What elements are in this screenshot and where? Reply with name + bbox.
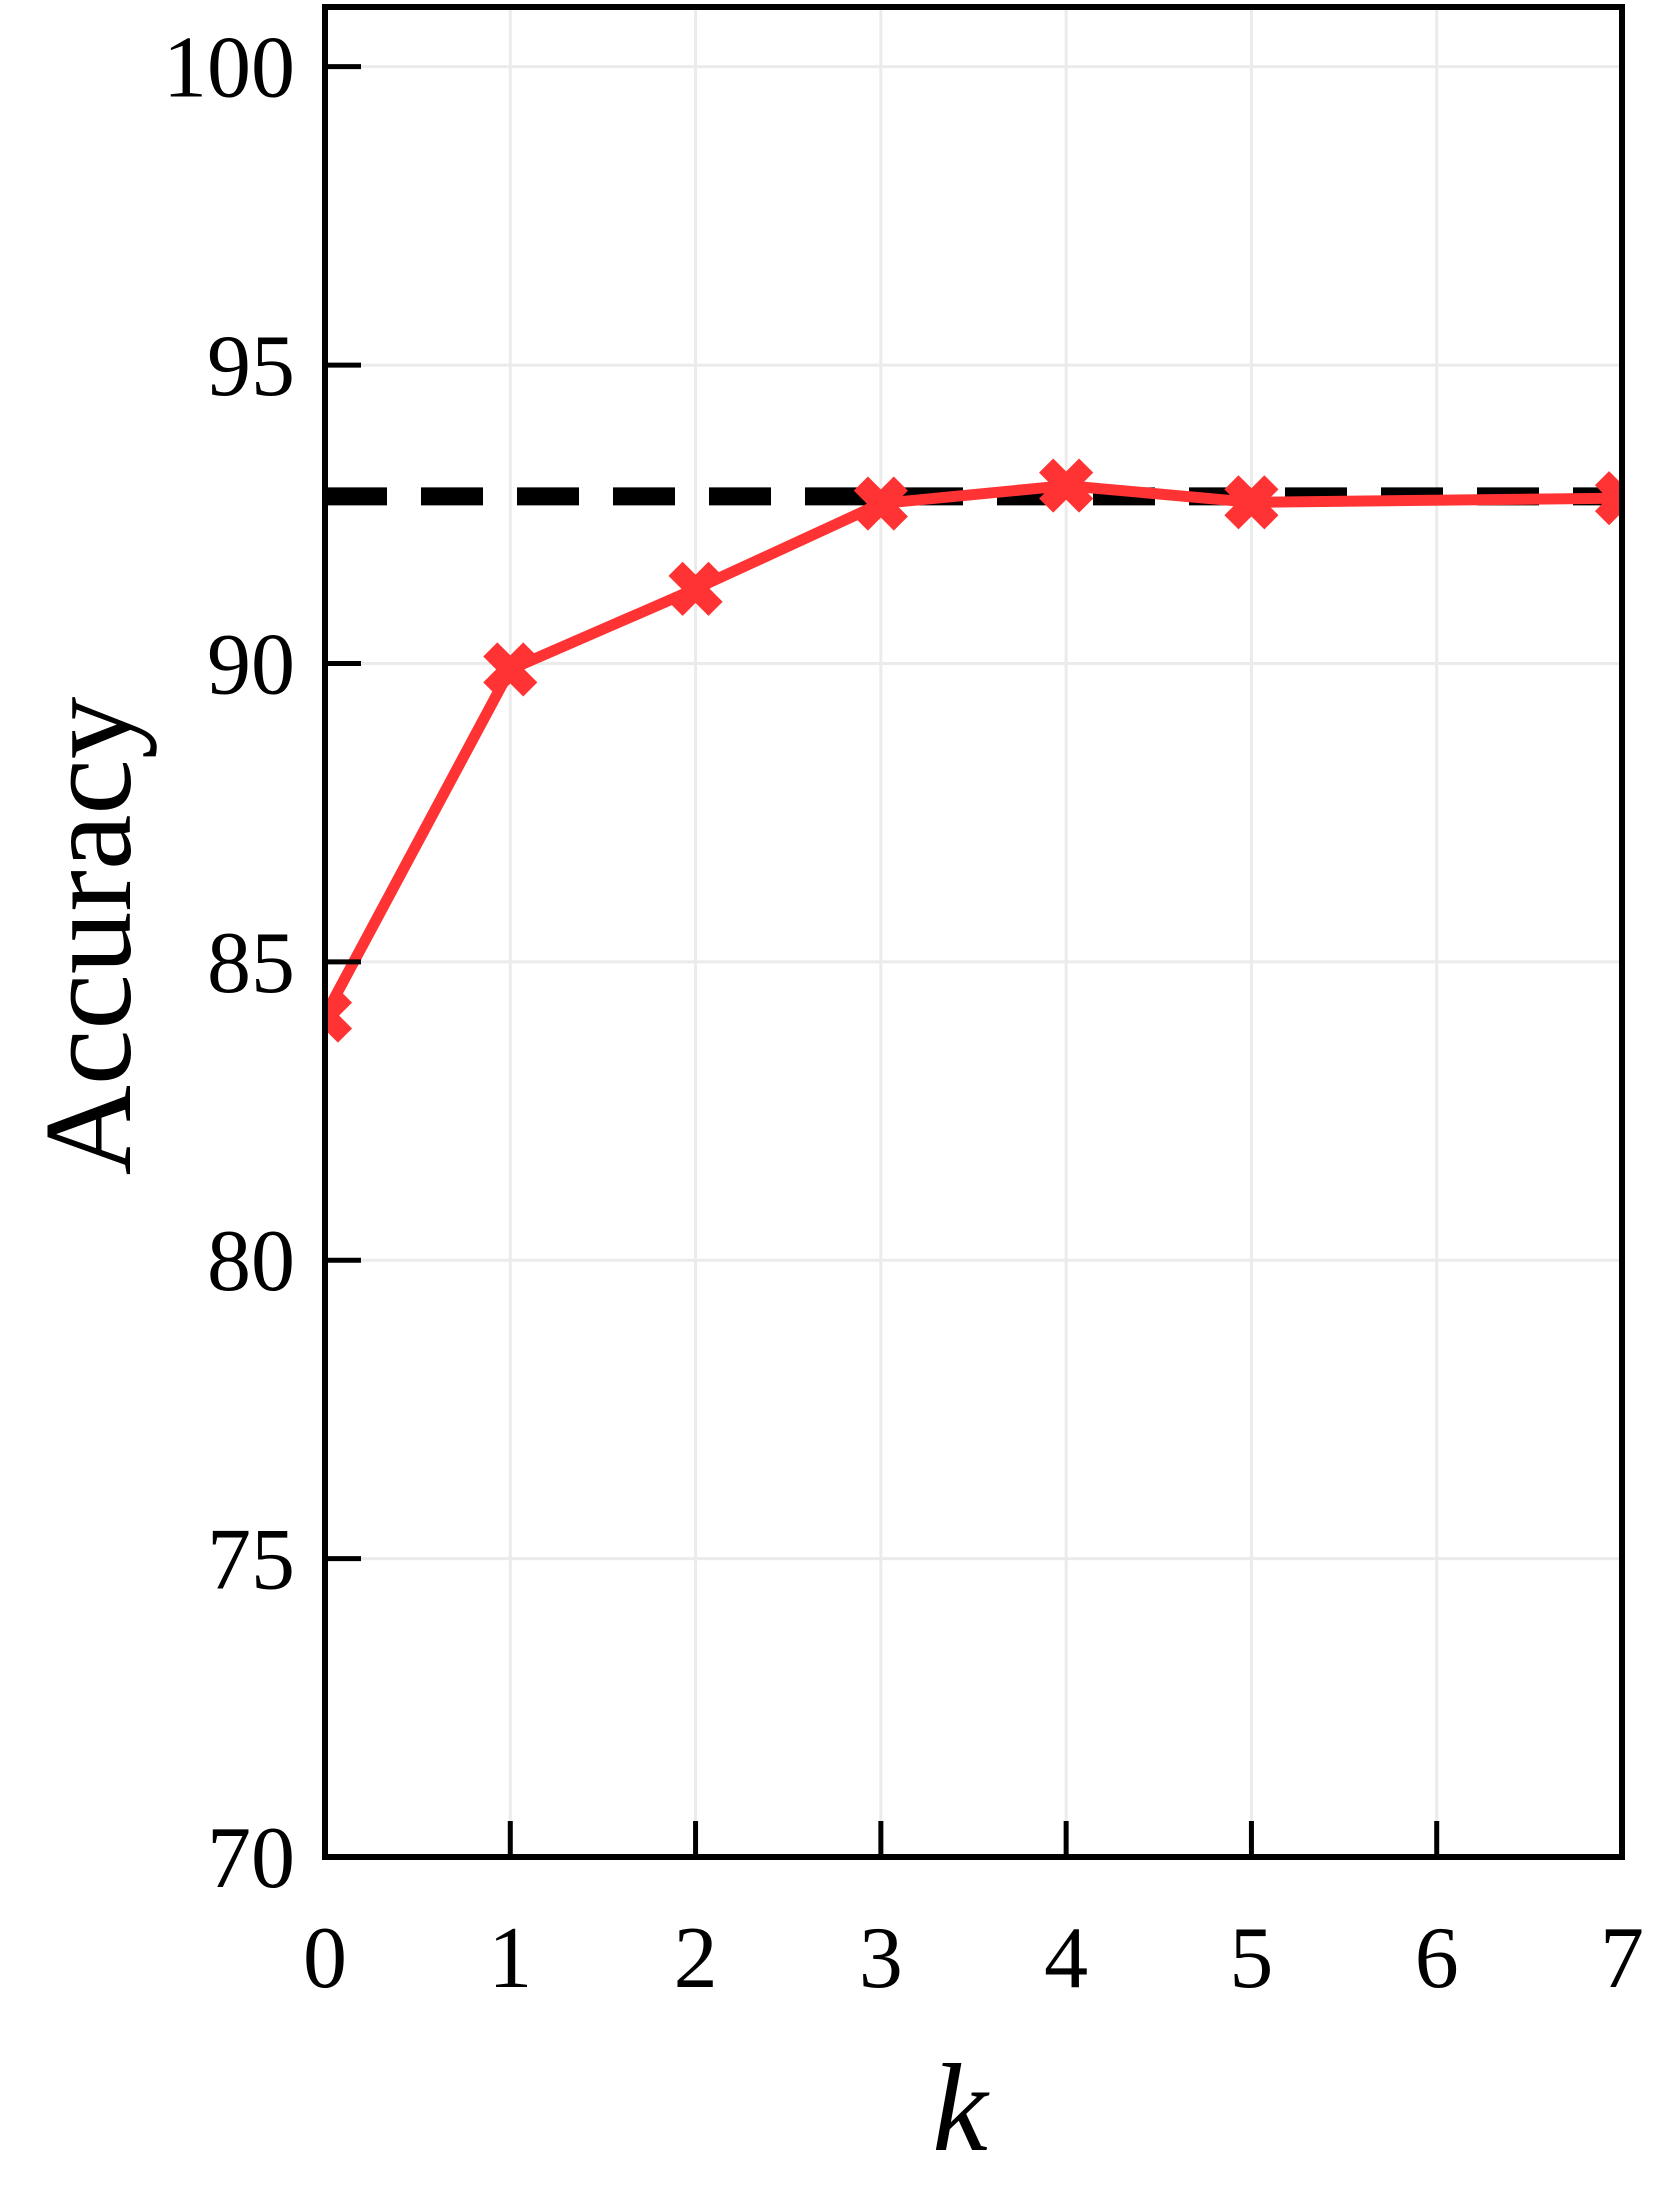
marker <box>1594 471 1622 526</box>
x-tick-label: 5 <box>1229 1910 1273 2007</box>
x-tick-label: 0 <box>303 1910 347 2007</box>
x-tick-label: 1 <box>488 1910 532 2007</box>
y-tick-label: 70 <box>207 1810 295 1907</box>
x-tick-label: 3 <box>859 1910 903 2007</box>
y-tick-label: 80 <box>207 1213 295 1310</box>
y-tick-label: 90 <box>207 616 295 713</box>
y-tick-label: 85 <box>207 915 295 1012</box>
marker <box>853 476 908 531</box>
marker <box>483 642 538 697</box>
marker <box>1039 458 1094 513</box>
y-axis-label: Accuracy <box>20 696 158 1175</box>
y-tick-label: 75 <box>207 1512 295 1609</box>
x-tick-label: 7 <box>1600 1910 1644 2007</box>
marker <box>1224 475 1279 530</box>
y-tick-label: 95 <box>207 318 295 415</box>
line <box>325 480 1622 1019</box>
marker <box>325 988 353 1043</box>
marker <box>668 561 723 616</box>
x-tick-label: 6 <box>1415 1910 1459 2007</box>
x-axis-label: k <box>932 2040 990 2178</box>
y-tick-label: 100 <box>163 20 295 117</box>
plot-frame <box>322 4 1625 1860</box>
x-tick-label: 2 <box>674 1910 718 2007</box>
x-tick-label: 4 <box>1044 1910 1088 2007</box>
